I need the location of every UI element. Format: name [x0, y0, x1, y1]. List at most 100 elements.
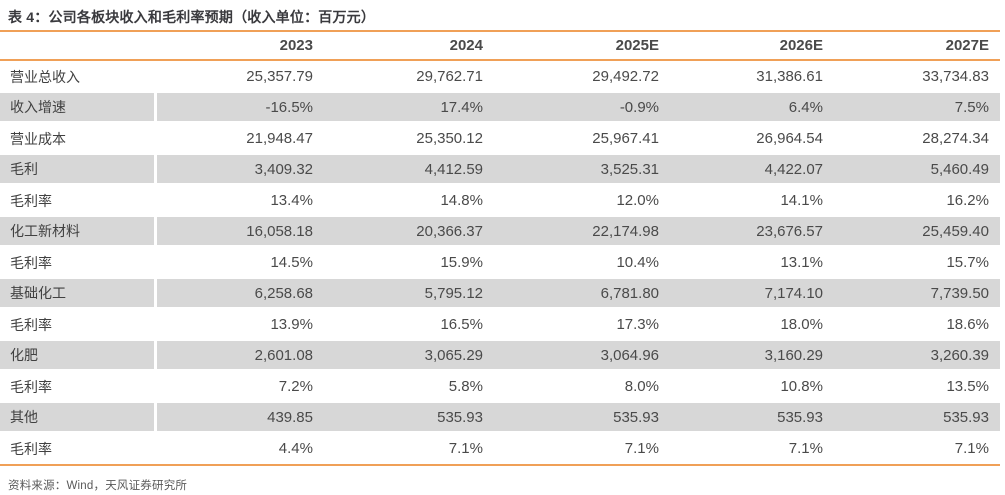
row-label: 毛利率 [10, 378, 52, 395]
row-label: 营业总收入 [10, 68, 80, 85]
table-row-revenue-growth: 收入增速 -16.5% 17.4% -0.9% 6.4% 7.5% [0, 92, 1000, 123]
row-label: 毛利率 [10, 440, 52, 457]
cell-2024: 14.8% [440, 192, 483, 209]
column-header-2025e: 2025E [615, 36, 659, 54]
column-header-2024: 2024 [449, 36, 483, 54]
column-header-2026e: 2026E [779, 36, 823, 54]
table-row-fertilizer: 化肥 2,601.08 3,065.29 3,064.96 3,160.29 3… [0, 340, 1000, 371]
table-row-new-chemical-materials: 化工新材料 16,058.18 20,366.37 22,174.98 23,6… [0, 216, 1000, 247]
cell-2026e: 3,160.29 [764, 346, 823, 364]
row-label: 营业成本 [10, 130, 66, 147]
cell-2025e: 6,781.80 [600, 284, 659, 302]
cell-2025e: 25,967.41 [592, 130, 659, 147]
cell-2024: 7.1% [448, 440, 483, 457]
cell-2023: -16.5% [265, 98, 313, 116]
cell-2024: 535.93 [437, 408, 483, 426]
cell-2023: 7.2% [278, 378, 313, 395]
cell-2025e: 17.3% [616, 316, 659, 333]
cell-2026e: 6.4% [788, 98, 823, 116]
table-row-gross-margin: 毛利率 13.4% 14.8% 12.0% 14.1% 16.2% [0, 185, 1000, 216]
table-row-total-revenue: 营业总收入 25,357.79 29,762.71 29,492.72 31,3… [0, 61, 1000, 92]
cell-2027e: 5,460.49 [930, 160, 989, 178]
table-row-gross-margin: 毛利率 13.9% 16.5% 17.3% 18.0% 18.6% [0, 309, 1000, 340]
cell-2025e: 22,174.98 [592, 222, 659, 240]
cell-2023: 4.4% [278, 440, 313, 457]
table-row-gross-margin: 毛利率 14.5% 15.9% 10.4% 13.1% 15.7% [0, 247, 1000, 278]
row-label: 其他 [0, 403, 157, 431]
row-label: 化工新材料 [0, 217, 157, 245]
cell-2024: 29,762.71 [416, 68, 483, 85]
table-row-gross-profit: 毛利 3,409.32 4,412.59 3,525.31 4,422.07 5… [0, 154, 1000, 185]
column-header-2027e: 2027E [945, 36, 989, 54]
cell-2026e: 10.8% [780, 378, 823, 395]
row-label: 毛利 [0, 155, 157, 183]
cell-2025e: 535.93 [613, 408, 659, 426]
row-label: 毛利率 [10, 192, 52, 209]
row-label: 收入增速 [0, 93, 157, 121]
table-row-operating-cost: 营业成本 21,948.47 25,350.12 25,967.41 26,96… [0, 123, 1000, 154]
cell-2025e: 8.0% [624, 378, 659, 395]
cell-2023: 13.4% [270, 192, 313, 209]
cell-2023: 16,058.18 [246, 222, 313, 240]
cell-2023: 3,409.32 [254, 160, 313, 178]
column-header-2023: 2023 [279, 36, 313, 54]
cell-2026e: 535.93 [777, 408, 823, 426]
cell-2024: 17.4% [440, 98, 483, 116]
cell-2023: 2,601.08 [254, 346, 313, 364]
cell-2025e: 29,492.72 [592, 68, 659, 85]
cell-2027e: 15.7% [946, 254, 989, 271]
row-label: 基础化工 [0, 279, 157, 307]
cell-2027e: 18.6% [946, 316, 989, 333]
cell-2025e: -0.9% [619, 98, 659, 116]
cell-2026e: 4,422.07 [764, 160, 823, 178]
cell-2025e: 3,525.31 [600, 160, 659, 178]
row-label: 毛利率 [10, 316, 52, 333]
cell-2027e: 7,739.50 [930, 284, 989, 302]
cell-2024: 15.9% [440, 254, 483, 271]
row-label: 化肥 [0, 341, 157, 369]
cell-2025e: 3,064.96 [600, 346, 659, 364]
table-body: 营业总收入 25,357.79 29,762.71 29,492.72 31,3… [0, 61, 1000, 464]
table-header-row: 2023 2024 2025E 2026E 2027E [0, 31, 1000, 59]
cell-2027e: 7.1% [954, 440, 989, 457]
cell-2023: 439.85 [267, 408, 313, 426]
cell-2026e: 31,386.61 [756, 68, 823, 85]
cell-2027e: 13.5% [946, 378, 989, 395]
cell-2025e: 12.0% [616, 192, 659, 209]
cell-2026e: 7.1% [788, 440, 823, 457]
table-row-basic-chemicals: 基础化工 6,258.68 5,795.12 6,781.80 7,174.10… [0, 278, 1000, 309]
cell-2026e: 14.1% [780, 192, 823, 209]
cell-2024: 5,795.12 [424, 284, 483, 302]
cell-2025e: 7.1% [624, 440, 659, 457]
cell-2024: 25,350.12 [416, 130, 483, 147]
source-note: 资料来源：Wind，天风证券研究所 [8, 480, 188, 492]
cell-2023: 13.9% [270, 316, 313, 333]
cell-2027e: 25,459.40 [922, 222, 989, 240]
table-row-gross-margin: 毛利率 4.4% 7.1% 7.1% 7.1% 7.1% [0, 433, 1000, 464]
table-title: 表 4：公司各板块收入和毛利率预期（收入单位：百万元） [8, 9, 376, 25]
divider-bottom [0, 464, 1000, 466]
cell-2027e: 535.93 [943, 408, 989, 426]
row-label: 毛利率 [10, 254, 52, 271]
cell-2025e: 10.4% [616, 254, 659, 271]
divider-header [0, 59, 1000, 61]
cell-2026e: 7,174.10 [764, 284, 823, 302]
cell-2023: 25,357.79 [246, 68, 313, 85]
cell-2026e: 26,964.54 [756, 130, 823, 147]
cell-2023: 21,948.47 [246, 130, 313, 147]
cell-2026e: 13.1% [780, 254, 823, 271]
cell-2023: 14.5% [270, 254, 313, 271]
cell-2026e: 23,676.57 [756, 222, 823, 240]
cell-2024: 20,366.37 [416, 222, 483, 240]
table-row-gross-margin: 毛利率 7.2% 5.8% 8.0% 10.8% 13.5% [0, 371, 1000, 402]
cell-2027e: 33,734.83 [922, 68, 989, 85]
cell-2027e: 7.5% [954, 98, 989, 116]
cell-2024: 4,412.59 [424, 160, 483, 178]
cell-2023: 6,258.68 [254, 284, 313, 302]
cell-2027e: 28,274.34 [922, 130, 989, 147]
table-row-other: 其他 439.85 535.93 535.93 535.93 535.93 [0, 402, 1000, 433]
cell-2027e: 3,260.39 [930, 346, 989, 364]
divider-top [0, 30, 1000, 32]
cell-2024: 5.8% [448, 378, 483, 395]
cell-2027e: 16.2% [946, 192, 989, 209]
